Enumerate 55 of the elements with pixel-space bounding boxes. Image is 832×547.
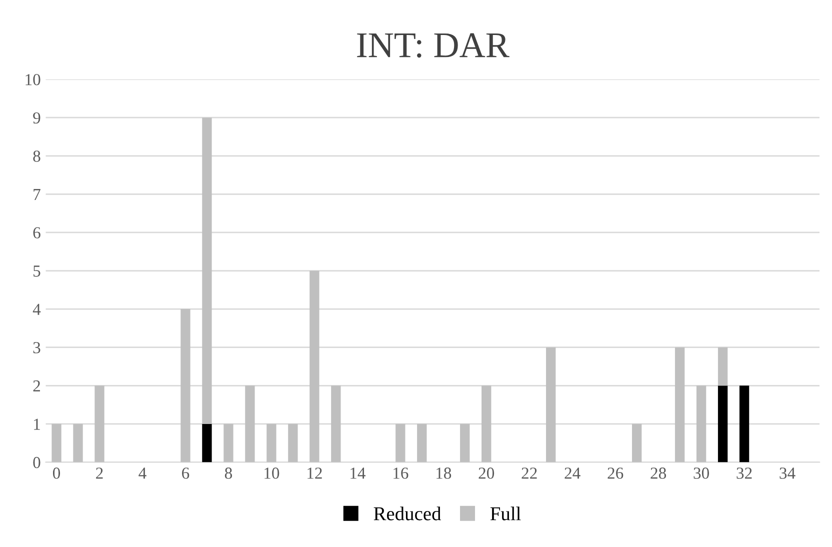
y-tick-label: 10: [26, 74, 40, 86]
x-tick-label: 26: [608, 468, 624, 479]
x-tick-label: 12: [308, 468, 322, 479]
x-tick-label: 28: [650, 468, 666, 479]
x-tick-label: 24: [564, 468, 580, 479]
bar: [224, 424, 234, 462]
y-tick-label: 4: [32, 304, 41, 315]
chart-title: INT: DAR: [357, 33, 510, 58]
y-tick-label: 0: [33, 456, 40, 468]
x-tick-label: 10: [264, 468, 280, 479]
bar: [739, 386, 750, 462]
x-tick-label: 4: [138, 468, 146, 479]
bar: [94, 386, 104, 462]
bar: [73, 424, 83, 462]
x-tick-label: 34: [780, 468, 796, 479]
y-tick-label: 6: [33, 227, 40, 238]
y-tick-label: 5: [34, 266, 40, 277]
bar: [632, 424, 642, 462]
y-tick-label: 9: [33, 112, 40, 124]
bar: [674, 347, 685, 462]
x-tick-label: 14: [350, 468, 366, 479]
y-tick-label: 1: [34, 418, 40, 430]
x-tick-label: 32: [736, 468, 752, 479]
bar: [310, 270, 320, 462]
bar: [52, 424, 62, 462]
bar: [202, 118, 212, 424]
x-tick-label: 22: [522, 468, 537, 479]
bar: [245, 386, 255, 462]
x-tick-label: 20: [478, 468, 494, 479]
bar: [460, 424, 470, 462]
x-tick-label: 6: [182, 468, 190, 479]
bar: [417, 424, 427, 462]
y-tick-label: 7: [34, 189, 40, 200]
bar: [482, 386, 492, 462]
legend-label: Reduced: [374, 506, 442, 520]
bar: [546, 347, 556, 462]
bar: [396, 424, 406, 462]
bar: [331, 386, 341, 462]
bar: [718, 347, 728, 386]
bar: [180, 309, 190, 462]
legend-label: Full: [490, 506, 521, 520]
x-tick-label: 16: [394, 468, 408, 479]
bar: [718, 386, 728, 462]
x-tick-label: 2: [96, 468, 103, 479]
bar: [266, 424, 276, 462]
y-tick-label: 2: [33, 380, 40, 392]
x-tick-label: 0: [52, 468, 60, 479]
y-tick-label: 3: [33, 342, 40, 354]
bar: [202, 424, 212, 462]
x-tick-label: 30: [694, 468, 710, 479]
x-tick-label: 18: [436, 468, 452, 479]
x-tick-label: 8: [224, 468, 232, 479]
y-tick-label: 8: [33, 150, 40, 162]
bar: [696, 386, 706, 462]
bar: [288, 424, 298, 462]
